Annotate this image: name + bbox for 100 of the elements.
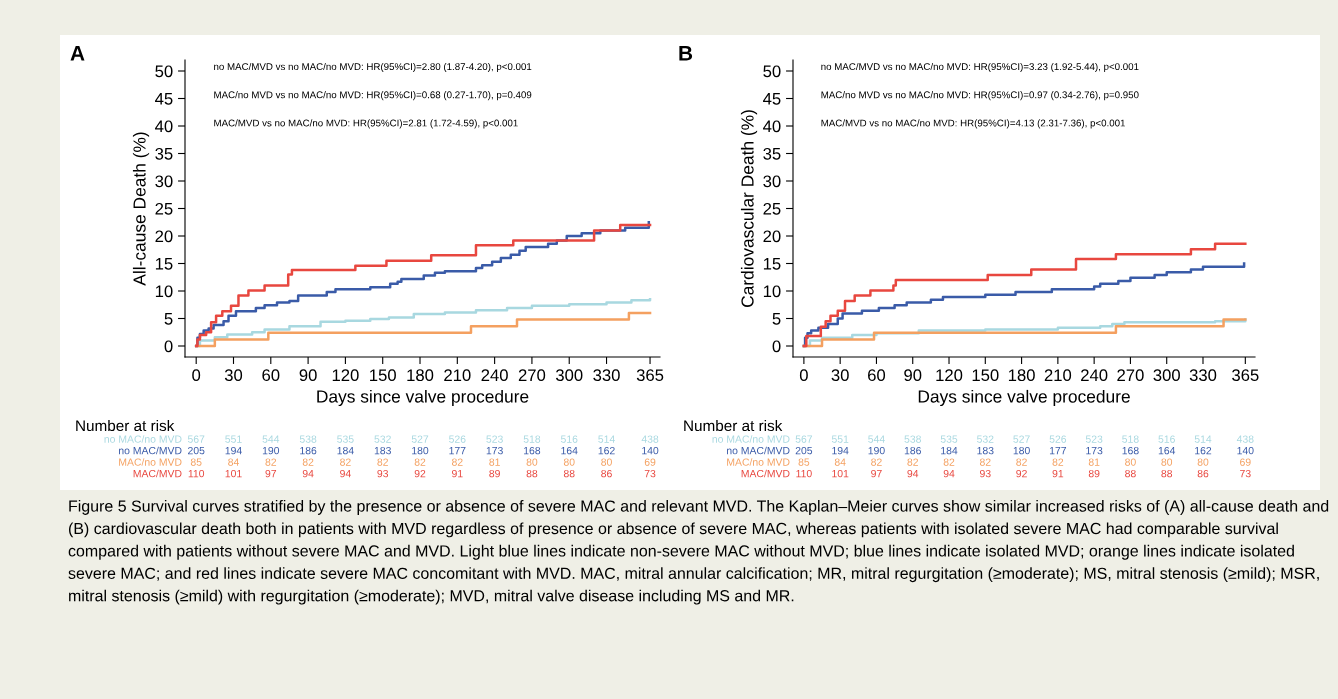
y-tick-label: 45	[155, 93, 173, 105]
text: 538	[299, 435, 317, 443]
text: 84	[228, 458, 239, 466]
y-tick-label: 0	[164, 340, 173, 353]
x-tick-label: 180	[1008, 369, 1035, 382]
text: 190	[868, 446, 885, 455]
text: 82	[302, 458, 314, 466]
y-tick-label: 15	[763, 258, 781, 270]
text: 81	[489, 458, 500, 466]
text: 532	[374, 435, 391, 443]
text: 93	[979, 469, 991, 478]
text: 88	[526, 469, 538, 478]
text: no MAC/MVD	[119, 446, 182, 455]
text: 177	[1049, 447, 1067, 455]
x-tick-label: 90	[904, 369, 922, 382]
caption: Figure 5 Survival curves stratified by the presence or absence of severe MAC and relevant MVD. The Kaplan–Meier curves show similar increased risks of (A) all-cause death and (B) cardiovascular death both in patients with MVD regardless of presence or absence of severe MAC, whereas patients with isolated severe MAC had comparable survival compared with patients without severe MAC and MVD. Light blue lines indicate non-severe MAC without MVD; blue lines indicate isolated MVD; orange lines indicate isolated severe MAC; and red lines indicate severe MAC concomitant with MVD. MAC, mitral annular calcification; MR, mitral regurgitation (≥moderate); MS, mitral stenosis (≥mild); MSR, mitral stenosis (≥mild) with regurgitation (≥moderate); MVD, mitral valve disease including MS and MR.	[68, 500, 1329, 605]
y-tick-label: 45	[763, 93, 781, 105]
text: 82	[377, 458, 388, 466]
text: 80	[1125, 458, 1136, 466]
text: 523	[1085, 435, 1103, 443]
text: Number at risk	[684, 419, 783, 432]
x-tick-label: 210	[444, 369, 471, 382]
text: 94	[943, 469, 955, 478]
text: 535	[940, 435, 958, 443]
text: MAC/no MVD	[727, 458, 790, 466]
x-tick-label: 210	[1044, 369, 1072, 382]
text: 551	[831, 435, 849, 443]
text: 85	[190, 458, 202, 466]
text: 82	[907, 458, 918, 466]
y-axis-title: Cardiovascular Death (%)	[740, 110, 758, 307]
y-tick-label: 25	[155, 202, 173, 215]
x-tick-label: 120	[332, 369, 359, 382]
text: 162	[598, 446, 615, 455]
y-tick-label: 20	[763, 230, 781, 243]
text: 567	[795, 435, 813, 443]
text: MAC/MVD	[741, 469, 790, 478]
text: 173	[1086, 446, 1103, 455]
text: 205	[795, 446, 813, 455]
text: 82	[265, 458, 277, 466]
text: 86	[601, 469, 612, 478]
text: 110	[188, 469, 205, 478]
y-tick-label: 30	[763, 175, 781, 188]
text: 85	[798, 458, 810, 466]
x-axis-title: Days since valve procedure	[918, 389, 1130, 407]
text: 101	[225, 469, 242, 478]
x-axis-title: Days since valve procedure	[317, 389, 529, 407]
text: 82	[340, 458, 351, 466]
text: 92	[1016, 469, 1027, 478]
annotation: MAC/no MVD vs no MAC/no MVD: HR(95%CI)=0.97 (0.34-2.76), p=0.950	[821, 91, 1139, 101]
text: 180	[412, 446, 429, 455]
text: 162	[1195, 446, 1212, 455]
text: 544	[868, 435, 885, 443]
x-tick-label: 0	[799, 369, 808, 382]
annotation: MAC/MVD vs no MAC/no MVD: HR(95%CI)=2.81 (1.72-4.59), p<0.001	[214, 119, 518, 129]
text: 194	[832, 446, 849, 455]
text: 84	[834, 458, 846, 466]
y-tick-label: 10	[763, 285, 781, 298]
text: Number at risk	[76, 419, 175, 432]
text: 101	[832, 469, 849, 478]
x-tick-label: 240	[481, 369, 508, 382]
text: 544	[262, 435, 280, 443]
text: 183	[374, 446, 391, 455]
text: 526	[449, 435, 466, 443]
x-tick-label: 180	[407, 369, 434, 382]
text: 69	[1240, 458, 1251, 466]
x-tick-label: 300	[1153, 369, 1180, 382]
text: 177	[449, 447, 466, 455]
text: 89	[489, 469, 500, 478]
text: 110	[796, 469, 812, 478]
y-tick-label: 25	[763, 202, 781, 215]
text: 538	[904, 435, 921, 443]
x-tick-label: 240	[1081, 369, 1108, 382]
text: 186	[904, 446, 921, 455]
text: 184	[337, 446, 354, 455]
text: 82	[414, 458, 426, 466]
y-tick-label: 40	[155, 120, 173, 133]
x-tick-label: 365	[1232, 369, 1259, 382]
x-tick-label: 120	[936, 369, 963, 382]
annotation: no MAC/MVD vs no MAC/no MVD: HR(95%CI)=2.80 (1.87-4.20), p<0.001	[214, 62, 532, 72]
text: 532	[977, 435, 994, 443]
text: 194	[225, 446, 242, 455]
annotation: MAC/no MVD vs no MAC/no MVD: HR(95%CI)=0.68 (0.27-1.70), p=0.409	[214, 91, 532, 101]
text: 82	[943, 458, 955, 466]
text: 92	[414, 469, 426, 478]
text: 80	[1197, 458, 1209, 466]
text: 190	[262, 446, 280, 455]
text: 180	[1013, 446, 1030, 455]
text: 82	[1016, 458, 1027, 466]
text: 168	[524, 446, 541, 455]
text: 527	[1013, 435, 1030, 443]
text: 438	[641, 435, 659, 443]
text: 91	[1052, 469, 1064, 478]
chart-title: A	[70, 46, 85, 61]
text: 516	[560, 435, 578, 443]
text: 94	[907, 469, 919, 478]
text: 97	[871, 469, 882, 478]
y-tick-label: 30	[155, 175, 173, 188]
x-tick-label: 270	[518, 369, 546, 382]
y-tick-label: 20	[155, 230, 173, 243]
y-tick-label: 0	[772, 340, 781, 353]
